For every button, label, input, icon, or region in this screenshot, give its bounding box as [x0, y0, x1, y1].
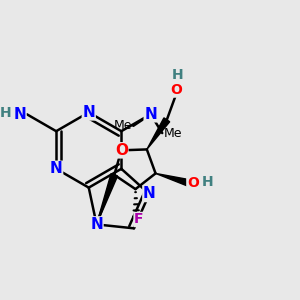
Polygon shape	[97, 174, 118, 224]
Text: N: N	[13, 107, 26, 122]
Text: H: H	[202, 175, 214, 189]
Text: O: O	[187, 176, 199, 190]
Text: N: N	[90, 217, 103, 232]
Text: Me: Me	[113, 119, 132, 132]
Text: F: F	[134, 212, 144, 226]
Text: H: H	[0, 106, 11, 120]
Text: N: N	[143, 187, 156, 202]
Polygon shape	[156, 173, 191, 187]
Text: N: N	[50, 161, 63, 176]
Text: H: H	[172, 68, 184, 82]
Text: O: O	[171, 83, 182, 97]
Polygon shape	[147, 118, 170, 149]
Text: O: O	[115, 143, 128, 158]
Text: N: N	[144, 107, 157, 122]
Text: Me: Me	[164, 127, 182, 140]
Text: N: N	[82, 105, 95, 120]
